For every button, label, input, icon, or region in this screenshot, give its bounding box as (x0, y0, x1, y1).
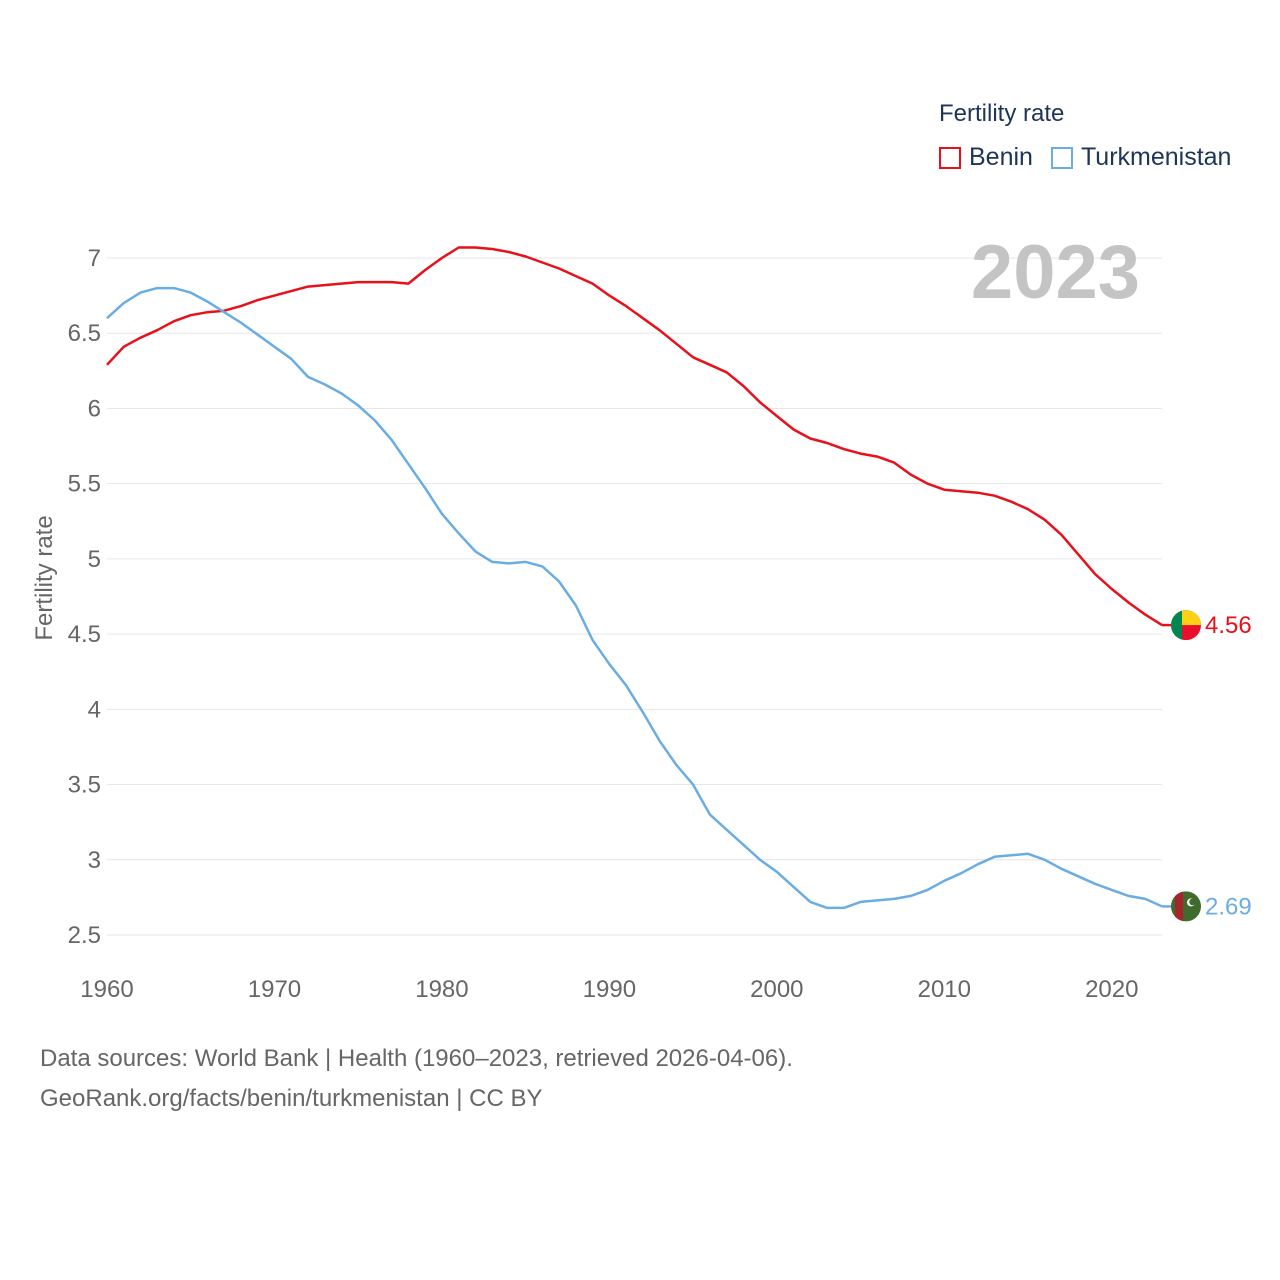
x-tick-label: 1980 (415, 976, 468, 1003)
end-markers: 4.56 2.69 (1162, 610, 1252, 922)
year-label: 2023 (971, 230, 1140, 315)
x-tick-label: 1960 (80, 976, 133, 1003)
y-tick-label: 4.5 (68, 621, 101, 648)
series-layer (106, 246, 1163, 910)
series-line-turkmenistan (106, 286, 1163, 910)
y-tick-label: 6 (88, 395, 101, 422)
legend-title: Fertility rate (939, 100, 1065, 127)
x-tick-label: 2020 (1085, 976, 1138, 1003)
grid (107, 257, 1162, 936)
y-tick-label: 7 (88, 245, 101, 272)
y-tick-label: 3 (88, 847, 101, 874)
legend-label-benin: Benin (969, 143, 1033, 171)
benin-flag-icon (1171, 610, 1201, 641)
y-tick-label: 5.5 (68, 471, 101, 498)
y-axis-label: Fertility rate (31, 515, 58, 640)
source-line-1: Data sources: World Bank | Health (1960–… (40, 1045, 793, 1072)
legend-item-turkmenistan[interactable]: Turkmenistan (1050, 143, 1232, 172)
legend-label-turkmenistan: Turkmenistan (1080, 143, 1232, 171)
end-value-label-turkmenistan: 2.69 (1205, 893, 1252, 920)
x-tick-label: 1970 (248, 976, 301, 1003)
turkmenistan-flag-icon (1171, 891, 1201, 922)
x-axis-ticks: 1960 1970 1980 1990 2000 2010 2020 (80, 976, 1138, 1003)
x-tick-label: 1990 (583, 976, 636, 1003)
series-line-benin (106, 246, 1163, 627)
legend-swatch-benin (939, 146, 961, 169)
legend: Benin Turkmenistan (939, 143, 1249, 172)
y-tick-label: 5 (88, 546, 101, 573)
source-line-2: GeoRank.org/facts/benin/turkmenistan | C… (40, 1085, 543, 1112)
y-tick-label: 6.5 (68, 320, 101, 347)
legend-swatch-turkmenistan (1050, 146, 1073, 169)
y-tick-label: 4 (88, 696, 101, 723)
x-tick-label: 2010 (918, 976, 971, 1003)
y-tick-label: 2.5 (68, 922, 101, 949)
end-value-label-benin: 4.56 (1205, 612, 1252, 639)
legend-item-benin[interactable]: Benin (939, 143, 1033, 172)
x-tick-label: 2000 (750, 976, 803, 1003)
y-axis-ticks: 2.5 3 3.5 4 4.5 5 5.5 6 6.5 7 (68, 245, 101, 949)
y-tick-label: 3.5 (68, 772, 101, 799)
